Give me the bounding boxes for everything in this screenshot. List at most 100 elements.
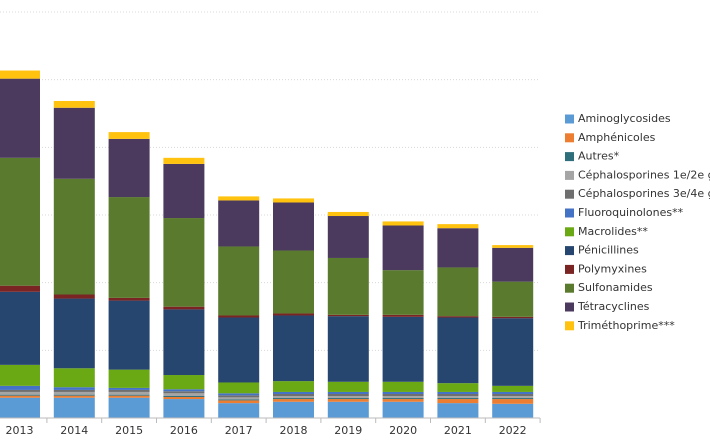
bar-segment: [0, 78, 40, 158]
bar-segment: [327, 211, 369, 217]
bar-segment: [218, 200, 260, 247]
bar-segment: [163, 306, 205, 310]
bar-segment: [382, 396, 424, 399]
bar-segment: [492, 398, 534, 400]
bar-segment: [437, 398, 479, 400]
bar-segment: [218, 315, 260, 318]
legend-swatch: [565, 227, 574, 237]
bar-segment: [273, 313, 314, 316]
legend-swatch: [565, 208, 574, 218]
bar-segment: [327, 381, 369, 392]
x-tick-label: 2021: [444, 424, 472, 437]
bar-segment: [53, 107, 95, 179]
legend-label: Polymyxines: [578, 262, 647, 275]
bar-segment: [163, 375, 205, 390]
bar-segment: [327, 257, 369, 315]
bar-segment: [218, 397, 260, 400]
bar-segment: [273, 398, 314, 400]
bar-segment: [108, 369, 150, 388]
legend-label: Sulfonamides: [578, 281, 653, 294]
legend-swatch: [565, 152, 574, 162]
bar-segment: [108, 138, 150, 198]
legend-label: Aminoglycosides: [578, 112, 671, 125]
bar-segment: [492, 245, 534, 248]
bar-segment: [437, 399, 479, 404]
bar-segment: [0, 395, 40, 398]
bar-segment: [437, 228, 479, 268]
bar-segment: [382, 391, 424, 394]
bar-segment: [163, 309, 205, 376]
bar-segment: [53, 387, 95, 390]
bar-segment: [273, 393, 314, 397]
bar-segment: [327, 401, 369, 418]
bar-segment: [163, 389, 205, 392]
bar-segment: [382, 221, 424, 226]
bar-segment: [273, 202, 314, 251]
bar-segment: [108, 132, 150, 139]
bar-segment: [327, 398, 369, 400]
bar-segment: [0, 397, 40, 418]
legend-swatch: [565, 189, 574, 199]
bar-segment: [108, 397, 150, 418]
bar-segment: [163, 399, 205, 418]
bar-segment: [218, 196, 260, 201]
x-tick-label: 2017: [225, 424, 253, 437]
x-tick-label: 2016: [170, 424, 198, 437]
legend-label: Tétracyclines: [577, 300, 650, 313]
bar-segment: [273, 391, 314, 394]
bar-segment: [382, 225, 424, 271]
bar-segment: [492, 403, 534, 418]
bar-segment: [53, 389, 95, 392]
legend-swatch: [565, 302, 574, 312]
bar-segment: [492, 316, 534, 319]
bar-segment: [382, 316, 424, 382]
bar-segment: [273, 396, 314, 399]
bar-segment: [53, 397, 95, 418]
legend-swatch: [565, 264, 574, 274]
bar-segment: [382, 314, 424, 317]
legend-label: Macrolides**: [578, 225, 648, 238]
bar-segment: [163, 396, 205, 398]
legend-swatch: [565, 321, 574, 331]
bar-segment: [492, 396, 534, 399]
bar-segment: [53, 394, 95, 396]
bar-segment: [163, 218, 205, 307]
bar-segment: [382, 398, 424, 400]
bar-segment: [163, 391, 205, 394]
bar-segment: [108, 387, 150, 390]
x-tick-label: 2018: [280, 424, 308, 437]
bar-segment: [0, 291, 40, 365]
bar-segment: [437, 316, 479, 318]
bar-segment: [437, 383, 479, 392]
bar-segment: [273, 315, 314, 382]
bar-segment: [0, 391, 40, 395]
legend-label: Pénicillines: [578, 244, 639, 257]
bar-segment: [163, 157, 205, 164]
bar-segment: [163, 163, 205, 219]
bar-segment: [437, 391, 479, 394]
legend-label: Amphénicoles: [578, 131, 656, 144]
bar-segment: [492, 399, 534, 404]
legend-swatch: [565, 114, 574, 124]
bar-segment: [492, 247, 534, 282]
bar-segment: [53, 294, 95, 299]
bar-segment: [218, 393, 260, 396]
bar-segment: [108, 389, 150, 392]
bar-segment: [0, 385, 40, 390]
bar-segment: [108, 391, 150, 395]
bar-segment: [53, 391, 95, 395]
bar-segment: [0, 285, 40, 292]
bar-segment: [0, 389, 40, 392]
bar-segment: [53, 395, 95, 398]
bar-segment: [382, 399, 424, 402]
bar-segment: [327, 316, 369, 382]
bar-segment: [492, 393, 534, 397]
bar-segment: [108, 297, 150, 301]
bar-segment: [437, 403, 479, 418]
bar-segment: [273, 198, 314, 203]
bar-segment: [218, 382, 260, 394]
bar-segment: [437, 224, 479, 229]
legend-swatch: [565, 170, 574, 180]
bar-segment: [382, 270, 424, 315]
bar-segment: [0, 394, 40, 396]
